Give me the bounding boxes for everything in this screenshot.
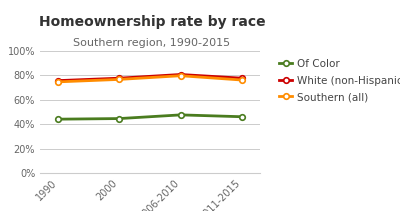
Of Color: [56, 118, 61, 120]
Line: Southern (all): Southern (all): [56, 73, 244, 85]
Legend: Of Color, White (non-Hispanic), Southern (all): Of Color, White (non-Hispanic), Southern…: [276, 56, 400, 105]
Text: Homeownership rate by race: Homeownership rate by race: [39, 15, 265, 29]
Line: Of Color: Of Color: [56, 112, 244, 122]
White (non-Hispanic): [56, 79, 61, 82]
Southern (all): [239, 79, 244, 81]
Southern (all): [178, 74, 183, 77]
Line: White (non-Hispanic): White (non-Hispanic): [56, 72, 244, 83]
Of Color: [117, 117, 122, 120]
Text: Southern region, 1990-2015: Southern region, 1990-2015: [74, 38, 230, 48]
White (non-Hispanic): [117, 77, 122, 79]
Southern (all): [117, 78, 122, 81]
Of Color: [239, 115, 244, 118]
White (non-Hispanic): [239, 77, 244, 79]
White (non-Hispanic): [178, 73, 183, 76]
Southern (all): [56, 81, 61, 83]
Of Color: [178, 114, 183, 116]
